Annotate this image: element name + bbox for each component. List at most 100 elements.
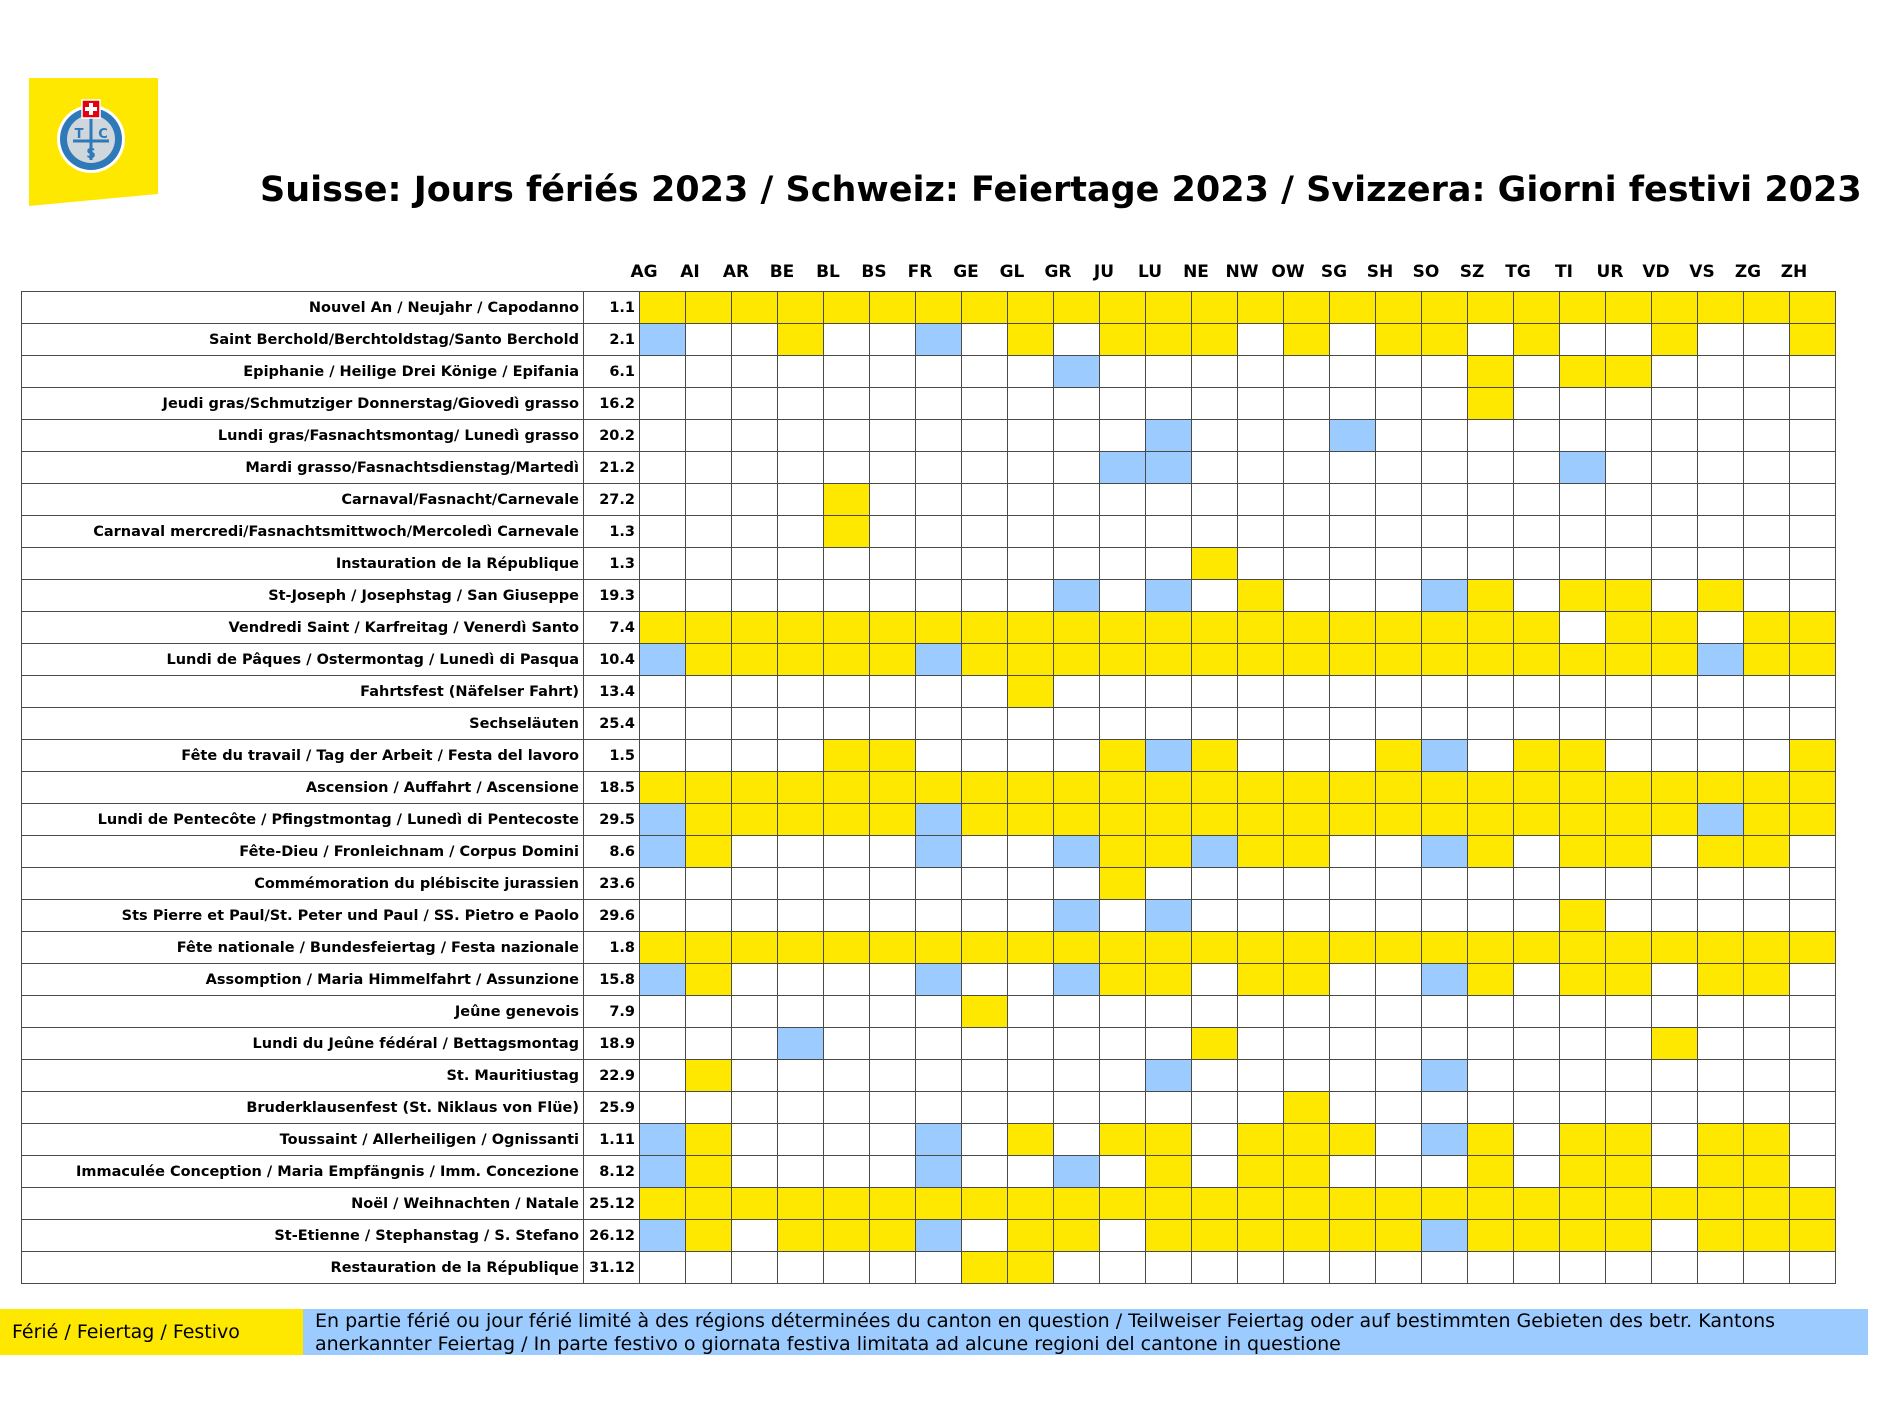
cell-empty [731, 963, 778, 996]
cell-holiday [1191, 803, 1238, 836]
cell-empty [1099, 995, 1146, 1028]
cell-holiday [1651, 1187, 1698, 1220]
cell-holiday [1053, 1219, 1100, 1252]
cell-empty [823, 1091, 870, 1124]
cell-holiday [1283, 803, 1330, 836]
cell-empty [1605, 323, 1652, 356]
cell-empty [731, 739, 778, 772]
cell-empty [1421, 1091, 1468, 1124]
cell-holiday [1145, 611, 1192, 644]
cell-holiday [823, 483, 870, 516]
cell-empty [685, 547, 732, 580]
cell-empty [1053, 995, 1100, 1028]
holiday-date: 8.12 [583, 1155, 640, 1188]
cell-holiday [1559, 835, 1606, 868]
cell-holiday [1559, 1187, 1606, 1220]
table-row: St. Mauritiustag 22.9 [21, 1059, 1836, 1092]
cell-empty [777, 483, 824, 516]
cell-partial-holiday [1421, 1219, 1468, 1252]
cell-empty [777, 1155, 824, 1188]
page-title: Suisse: Jours fériés 2023 / Schweiz: Fei… [260, 170, 1862, 210]
cell-holiday [639, 931, 686, 964]
cell-partial-holiday [1191, 835, 1238, 868]
cell-holiday [685, 931, 732, 964]
cell-holiday [1467, 387, 1514, 420]
cell-empty [1467, 739, 1514, 772]
canton-header: NW [1225, 262, 1259, 282]
holiday-date: 8.6 [583, 835, 640, 868]
cell-empty [1329, 515, 1376, 548]
canton-header: VD [1642, 262, 1670, 282]
cell-empty [915, 387, 962, 420]
cell-holiday [1053, 803, 1100, 836]
cell-holiday [1191, 771, 1238, 804]
cell-empty [777, 547, 824, 580]
cell-empty [1513, 1091, 1560, 1124]
holiday-date: 15.8 [583, 963, 640, 996]
canton-header: JU [1093, 262, 1115, 282]
cell-holiday [1605, 1155, 1652, 1188]
cell-partial-holiday [1697, 643, 1744, 676]
cell-holiday [1559, 355, 1606, 388]
cell-empty [1559, 547, 1606, 580]
cell-holiday [1283, 963, 1330, 996]
cell-holiday [1651, 323, 1698, 356]
cell-holiday [1467, 1123, 1514, 1156]
cell-holiday [1421, 931, 1468, 964]
cell-empty [1329, 1027, 1376, 1060]
cell-empty [823, 547, 870, 580]
cell-empty [961, 355, 1008, 388]
cell-holiday [1697, 579, 1744, 612]
cell-holiday [1697, 835, 1744, 868]
cell-empty [1283, 899, 1330, 932]
cell-holiday [1283, 1155, 1330, 1188]
cell-empty [1513, 1123, 1560, 1156]
cell-holiday [823, 515, 870, 548]
cell-empty [961, 323, 1008, 356]
cell-empty [1651, 419, 1698, 452]
cell-holiday [1421, 771, 1468, 804]
cell-empty [1329, 835, 1376, 868]
cell-empty [1743, 867, 1790, 900]
cell-empty [1329, 1059, 1376, 1092]
cell-empty [685, 1027, 732, 1060]
cell-empty [1559, 515, 1606, 548]
cell-empty [1789, 1123, 1836, 1156]
cell-holiday [1145, 771, 1192, 804]
svg-text:S: S [86, 147, 95, 162]
holiday-date: 21.2 [583, 451, 640, 484]
cell-empty [1375, 1123, 1422, 1156]
cell-holiday [1605, 611, 1652, 644]
cell-holiday [1191, 643, 1238, 676]
cell-empty [1099, 483, 1146, 516]
cell-holiday [823, 771, 870, 804]
holiday-name: Lundi gras/Fasnachtsmontag/ Lunedì grass… [21, 419, 584, 452]
cell-empty [1697, 515, 1744, 548]
canton-header: GE [953, 262, 979, 282]
cell-holiday [961, 1251, 1008, 1284]
cell-holiday [1099, 931, 1146, 964]
cell-empty [1605, 547, 1652, 580]
cell-empty [1329, 355, 1376, 388]
svg-text:T: T [75, 127, 84, 142]
cell-empty [1467, 995, 1514, 1028]
cell-holiday [731, 643, 778, 676]
cell-empty [1789, 419, 1836, 452]
cell-empty [1237, 451, 1284, 484]
cell-empty [1237, 995, 1284, 1028]
cell-partial-holiday [1145, 579, 1192, 612]
cell-empty [869, 1091, 916, 1124]
cell-empty [823, 1027, 870, 1060]
cell-empty [1513, 515, 1560, 548]
cell-empty [869, 419, 916, 452]
cell-partial-holiday [1559, 451, 1606, 484]
holiday-name: Epiphanie / Heilige Drei Könige / Epifan… [21, 355, 584, 388]
canton-header: AI [680, 262, 700, 282]
cell-empty [1237, 1027, 1284, 1060]
cell-empty [1789, 899, 1836, 932]
cell-holiday [777, 931, 824, 964]
cell-holiday [1237, 1219, 1284, 1252]
table-row: Lundi de Pentecôte / Pfingstmontag / Lun… [21, 803, 1836, 836]
cell-partial-holiday [1421, 1123, 1468, 1156]
cell-empty [1329, 867, 1376, 900]
